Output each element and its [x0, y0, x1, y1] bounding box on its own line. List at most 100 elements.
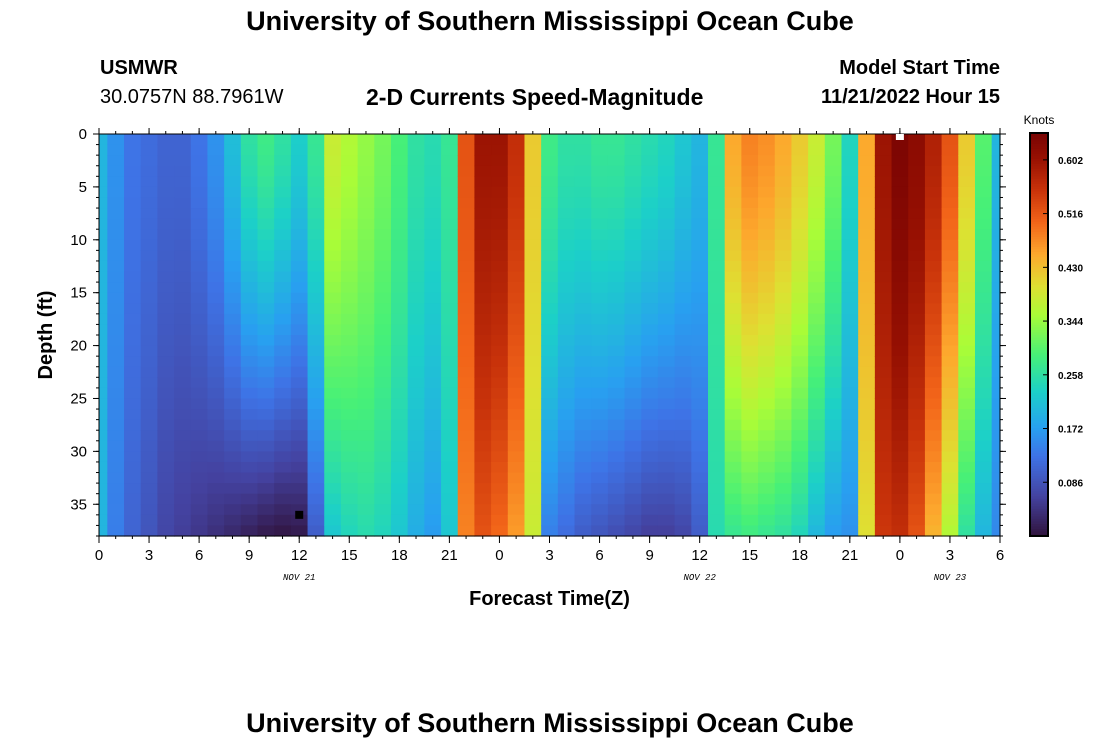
heatmap-cell [891, 176, 909, 188]
heatmap-cell [324, 144, 342, 156]
heatmap-cell [741, 387, 759, 400]
heatmap-cell [474, 419, 492, 431]
heatmap-cell [374, 324, 392, 336]
heatmap-cell [157, 313, 175, 326]
heatmap-cell [140, 483, 158, 495]
heatmap-cell [741, 504, 759, 516]
heatmap-cell [891, 377, 909, 389]
heatmap-cell [657, 239, 676, 251]
heatmap-cell [407, 345, 425, 357]
heatmap-cell [290, 208, 309, 220]
heatmap-cell [207, 345, 225, 357]
heatmap-cell [741, 144, 759, 156]
heatmap-cell [190, 313, 209, 326]
heatmap-cell [791, 493, 809, 505]
heatmap-cell [741, 398, 759, 410]
heatmap-cell [374, 260, 392, 273]
heatmap-cell [607, 483, 626, 495]
heatmap-cell [324, 218, 342, 230]
heatmap-cell [991, 461, 1001, 474]
heatmap-cell [274, 176, 292, 188]
heatmap-cell [974, 186, 993, 199]
heatmap-cell [774, 134, 793, 146]
heatmap-cell [958, 504, 976, 516]
heatmap-cell [507, 250, 526, 262]
heatmap-cell [224, 440, 242, 452]
heatmap-cell [257, 271, 275, 283]
heatmap-cell [791, 260, 809, 273]
colorbar-segment [1030, 316, 1048, 320]
heatmap-cell [624, 461, 642, 474]
heatmap-cell [357, 324, 375, 336]
heatmap-cell [991, 451, 1001, 463]
heatmap-cell [190, 282, 209, 294]
heatmap-cell [674, 313, 692, 326]
heatmap-cell [641, 419, 659, 431]
colorbar-segment [1030, 369, 1048, 373]
heatmap-cell [507, 430, 526, 442]
heatmap-cell [908, 356, 926, 368]
heatmap-cell [841, 144, 859, 156]
heatmap-cell [257, 134, 275, 146]
heatmap-cell [641, 303, 659, 315]
colorbar-segment [1030, 188, 1048, 192]
heatmap-cell [858, 229, 876, 241]
heatmap-cell [841, 271, 859, 283]
heatmap-cell [824, 398, 843, 410]
heatmap-cell [99, 335, 108, 347]
heatmap-cell [657, 430, 676, 442]
heatmap-cell [974, 356, 993, 368]
heatmap-cell [607, 155, 626, 167]
heatmap-cell [357, 229, 375, 241]
heatmap-cell [324, 387, 342, 400]
heatmap-cell [958, 451, 976, 463]
heatmap-cell [607, 504, 626, 516]
heatmap-cell [357, 144, 375, 156]
heatmap-cell [140, 461, 158, 474]
heatmap-cell [174, 208, 192, 220]
y-tick-label: 0 [79, 126, 87, 143]
heatmap-cell [908, 250, 926, 262]
heatmap-cell [941, 292, 959, 304]
colorbar-segment [1030, 447, 1048, 451]
heatmap-cell [524, 292, 542, 304]
heatmap-cell [674, 440, 692, 452]
heatmap-cell [174, 144, 192, 156]
heatmap-cell [290, 250, 309, 262]
heatmap-cell [724, 324, 742, 336]
colorbar-segment [1030, 153, 1048, 157]
heatmap-cell [474, 387, 492, 400]
heatmap-cell [157, 144, 175, 156]
heatmap-cell [290, 197, 309, 209]
heatmap-cell [457, 324, 476, 336]
colorbar-segment [1030, 326, 1048, 331]
heatmap-cell [407, 377, 425, 389]
heatmap-cell [874, 229, 893, 241]
colorbar-segment [1030, 500, 1048, 504]
heatmap-cell [99, 525, 108, 537]
heatmap-cell [774, 451, 793, 463]
heatmap-cell [724, 377, 742, 389]
heatmap-cell [991, 165, 1001, 177]
heatmap-cell [974, 514, 993, 527]
heatmap-cell [924, 366, 943, 378]
heatmap-cell [858, 313, 876, 326]
heatmap-cell [290, 525, 309, 537]
heatmap-cell [657, 345, 676, 357]
heatmap-cell [841, 409, 859, 421]
colorbar-segment [1030, 155, 1048, 159]
heatmap-cell [841, 514, 859, 527]
heatmap-cell [974, 260, 993, 273]
heatmap-cell [674, 472, 692, 484]
heatmap-cell [174, 218, 192, 230]
x-tick-label: 6 [996, 547, 1004, 564]
heatmap-cell [541, 250, 559, 262]
heatmap-cell [157, 366, 175, 378]
heatmap-cell [140, 514, 158, 527]
heatmap-cell [290, 218, 309, 230]
heatmap-cell [457, 504, 476, 516]
heatmap-cell [991, 514, 1001, 527]
heatmap-cell [691, 303, 709, 315]
heatmap-cell [974, 483, 993, 495]
heatmap-cell [791, 398, 809, 410]
